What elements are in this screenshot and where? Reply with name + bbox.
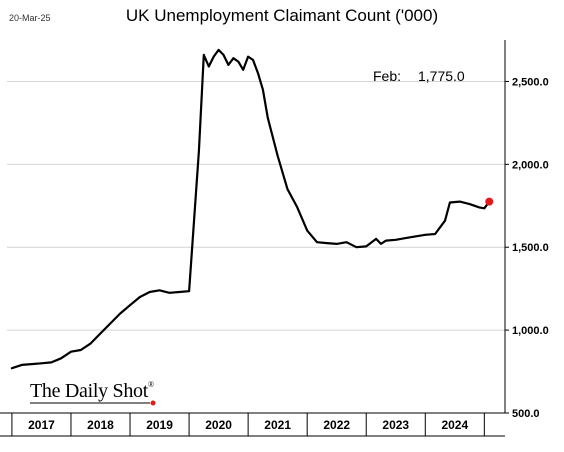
x-tick-label: 2019 [146, 418, 173, 432]
annotation-label: Feb: [373, 68, 401, 84]
date-stamp: 20-Mar-25 [9, 13, 51, 23]
chart-title: UK Unemployment Claimant Count ('000) [125, 6, 439, 25]
brand-name: The Daily Shot [30, 380, 149, 402]
x-tick-label: 2022 [323, 418, 350, 432]
brand-mark: ® [148, 380, 154, 389]
series-line [10, 48, 491, 370]
x-tick-label: 2017 [28, 418, 55, 432]
x-tick-label: 2021 [264, 418, 291, 432]
x-tick-label: 2020 [205, 418, 232, 432]
gridlines [7, 80, 505, 331]
last-value-marker [485, 197, 494, 206]
x-axis: 2017 2018 2019 2020 2021 2022 2023 2024 [0, 412, 505, 437]
annotation: Feb: 1,775.0 [30, 68, 465, 406]
brand-dot [150, 400, 156, 406]
y-axis: 500.0 1,000.0 1,500.0 2,000.0 2,500.0 [504, 40, 549, 420]
y-tick-label: 1,000.0 [512, 325, 549, 337]
series-line-group [10, 48, 494, 370]
annotation-value: 1,775.0 [418, 68, 465, 84]
brand-logo: The Daily Shot® [30, 380, 154, 403]
y-tick-label: 500.0 [512, 408, 540, 420]
y-tick-label: 2,500.0 [512, 76, 549, 88]
x-tick-label: 2018 [87, 418, 114, 432]
x-tick-label: 2023 [382, 418, 409, 432]
x-tick-label: 2024 [441, 418, 468, 432]
y-tick-label: 1,500.0 [512, 242, 549, 254]
y-tick-label: 2,000.0 [512, 159, 549, 171]
